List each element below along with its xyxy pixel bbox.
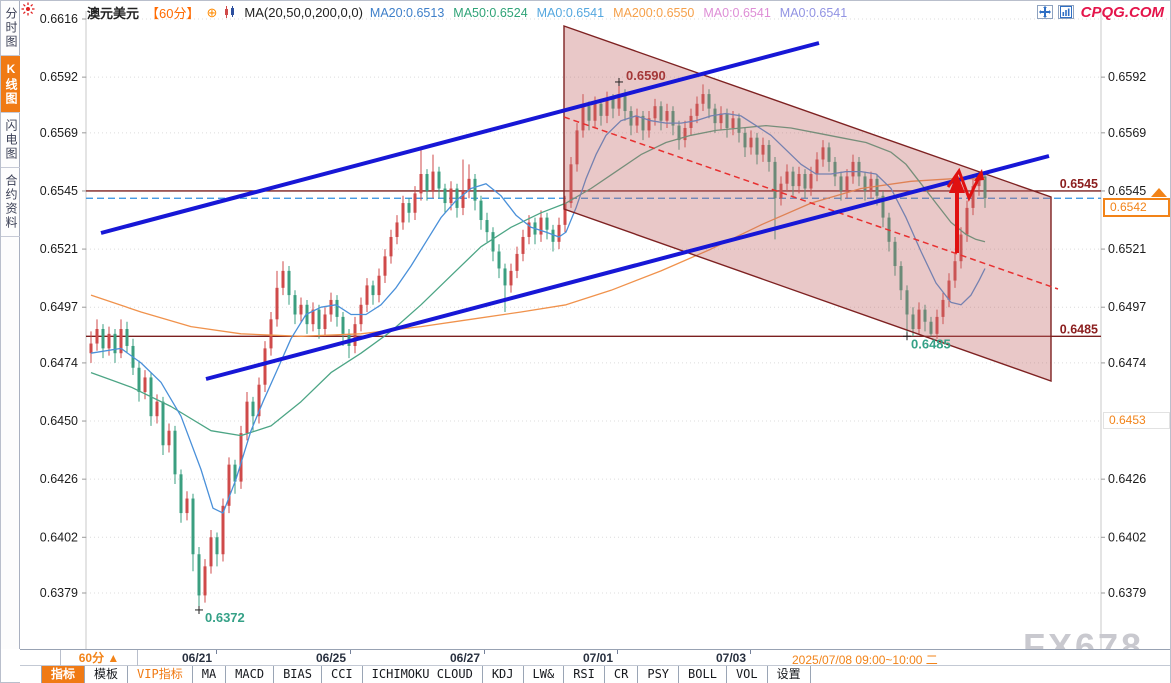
chart-header: 澳元美元 【60分】 ⊕ MA(20,50,0,200,0,0) MA20:0.…	[21, 1, 1170, 23]
gridlines	[85, 11, 1169, 649]
date-label: 07/01	[582, 651, 614, 665]
date-label: 06/21	[181, 651, 213, 665]
toolbar-item-VIP指标[interactable]: VIP指标	[128, 666, 193, 683]
ma-settings-label[interactable]: MA(20,50,0,200,0,0)	[244, 4, 363, 20]
chart-label: 0.6402	[1108, 530, 1146, 544]
toolbar-item-ICHIMOKU CLOUD[interactable]: ICHIMOKU CLOUD	[363, 666, 483, 683]
toolbar-item-RSI[interactable]: RSI	[564, 666, 605, 683]
sidebar-item-3[interactable]: 合约资料	[1, 168, 20, 237]
chart-label: 0.6569	[1108, 126, 1146, 140]
chart-window-icon[interactable]	[1057, 5, 1074, 19]
plot-area[interactable]	[86, 25, 1101, 610]
chart-label: 0.6485	[911, 336, 951, 351]
chart-label: 0.6592	[1108, 70, 1146, 84]
chart-label: 0.6616	[40, 12, 78, 26]
chart-label: 0.6521	[40, 242, 78, 256]
ma-legend-item-4: MA0:0.6541	[703, 5, 771, 20]
chart-label: 0.6497	[40, 300, 78, 314]
date-tick	[484, 650, 485, 654]
chart-label: 0.6379	[40, 586, 78, 600]
toolbar-item-BIAS[interactable]: BIAS	[274, 666, 322, 683]
period-label[interactable]: 【60分】	[146, 5, 200, 21]
chart-label: 0.6426	[1108, 472, 1146, 486]
trendline-0[interactable]	[100, 41, 820, 235]
date-label: 06/27	[449, 651, 481, 665]
toolbar-item-MACD[interactable]: MACD	[226, 666, 275, 683]
date-tick	[350, 650, 351, 654]
toolbar-item-VOL[interactable]: VOL	[727, 666, 768, 683]
session-time-label: 2025/07/08 09:00~10:00 二	[792, 653, 938, 667]
timeframe-selector[interactable]: 60分 ▲	[60, 650, 138, 666]
kline-icon[interactable]	[224, 5, 237, 19]
chart-label: 0.6569	[40, 126, 78, 140]
date-label: 07/03	[715, 651, 747, 665]
ma-legend: MA20:0.6513 MA50:0.6524 MA0:0.6541 MA200:0.…	[370, 5, 856, 20]
left-sidebar: 分时图 K线图 闪电图 合约资料	[1, 1, 20, 649]
sidebar-item-2[interactable]: 闪电图	[1, 113, 20, 168]
chart-label: 0.6590	[626, 68, 666, 83]
chart-label: 0.6426	[40, 472, 78, 486]
channel-midline[interactable]	[563, 116, 1059, 290]
chart-label: 0.6379	[1108, 586, 1146, 600]
indicator-toolbar: 指标 模板 VIP指标 MA MACD BIAS CCI ICHIMOKU CLOUD KDJ L…	[20, 666, 1170, 683]
ma-legend-item-1: MA50:0.6524	[453, 5, 528, 20]
chart-label: 0.6545	[1108, 184, 1146, 198]
toolbar-item-指标[interactable]: 指标	[41, 666, 86, 683]
date-tick	[216, 650, 217, 654]
chart-label: 0.6521	[1108, 242, 1146, 256]
sidebar-item-1[interactable]: K线图	[1, 56, 20, 113]
date-label: 06/25	[315, 651, 347, 665]
chart-label: 0.6474	[40, 356, 78, 370]
time-axis: 60分 ▲ 2025/07/08 09:00~10:00 二 06/21 06/2…	[20, 649, 1170, 667]
chart-label: 0.6592	[40, 70, 78, 84]
pan-tool-icon[interactable]	[1036, 5, 1053, 19]
reference-price-label: 0.6453	[1103, 412, 1170, 429]
toolbar-item-CCI[interactable]: CCI	[322, 666, 363, 683]
toolbar-item-BOLL[interactable]: BOLL	[679, 666, 727, 683]
ma20-line	[90, 112, 986, 514]
hotspot-sun-icon[interactable]	[21, 2, 35, 16]
chart-label: 0.6545	[40, 184, 78, 198]
toolbar-item-模板[interactable]: 模板	[85, 666, 129, 683]
left-price-axis: 0.6616 0.6592 0.6569 0.6545 0.6521 0.6497 0.64…	[40, 12, 86, 600]
toolbar-item-KDJ[interactable]: KDJ	[483, 666, 524, 683]
chart-label: 0.6497	[1108, 300, 1146, 314]
chart-label: 0.6545	[1060, 177, 1098, 191]
chart-label: 0.6402	[40, 530, 78, 544]
chart-label: 0.6485	[1060, 322, 1098, 336]
ma200-line	[90, 178, 985, 337]
toolbar-item-LW&[interactable]: LW&	[524, 666, 565, 683]
header-tools: CPQG.COM	[1036, 3, 1166, 21]
ma-legend-item-5: MA0:0.6541	[779, 5, 848, 20]
ma-legend-item-2: MA0:0.6541	[536, 5, 605, 20]
symbol-name[interactable]: 澳元美元	[87, 5, 140, 21]
toolbar-item-PSY[interactable]: PSY	[638, 666, 680, 683]
chart-label: 0.6450	[40, 414, 78, 428]
candlestick-chart[interactable]: 0.6590 0.6372 0.6485 0.6545 0.6485 0.6616 0.65…	[1, 1, 1171, 649]
toolbar-item-MA[interactable]: MA	[193, 666, 227, 683]
toolbar-item-设置[interactable]: 设置	[768, 666, 811, 683]
brand-logo[interactable]: CPQG.COM	[1080, 3, 1164, 21]
date-tick	[617, 650, 618, 654]
date-tick	[750, 650, 751, 654]
current-price-box: 0.6542	[1103, 198, 1170, 217]
chart-label: 0.6372	[205, 610, 245, 625]
ma-legend-item-3: MA200:0.6550	[613, 5, 695, 20]
price-annotations: 0.6590 0.6372 0.6485	[195, 68, 951, 625]
sidebar-item-0[interactable]: 分时图	[1, 1, 20, 56]
annotation-arrows[interactable]	[946, 167, 984, 253]
right-price-axis: 0.6592 0.6569 0.6545 0.6521 0.6497 0.6474 0.64…	[1101, 70, 1146, 600]
chart-label: 0.6474	[1108, 356, 1146, 370]
trendline-1[interactable]	[205, 154, 1050, 381]
price-up-arrow-icon	[1151, 188, 1167, 197]
ma50-line	[90, 124, 986, 437]
ma-legend-item-0: MA20:0.6513	[369, 5, 445, 20]
add-icon[interactable]: ⊕	[206, 4, 218, 20]
toolbar-item-CR[interactable]: CR	[605, 666, 639, 683]
descending-channel[interactable]	[563, 25, 1052, 382]
